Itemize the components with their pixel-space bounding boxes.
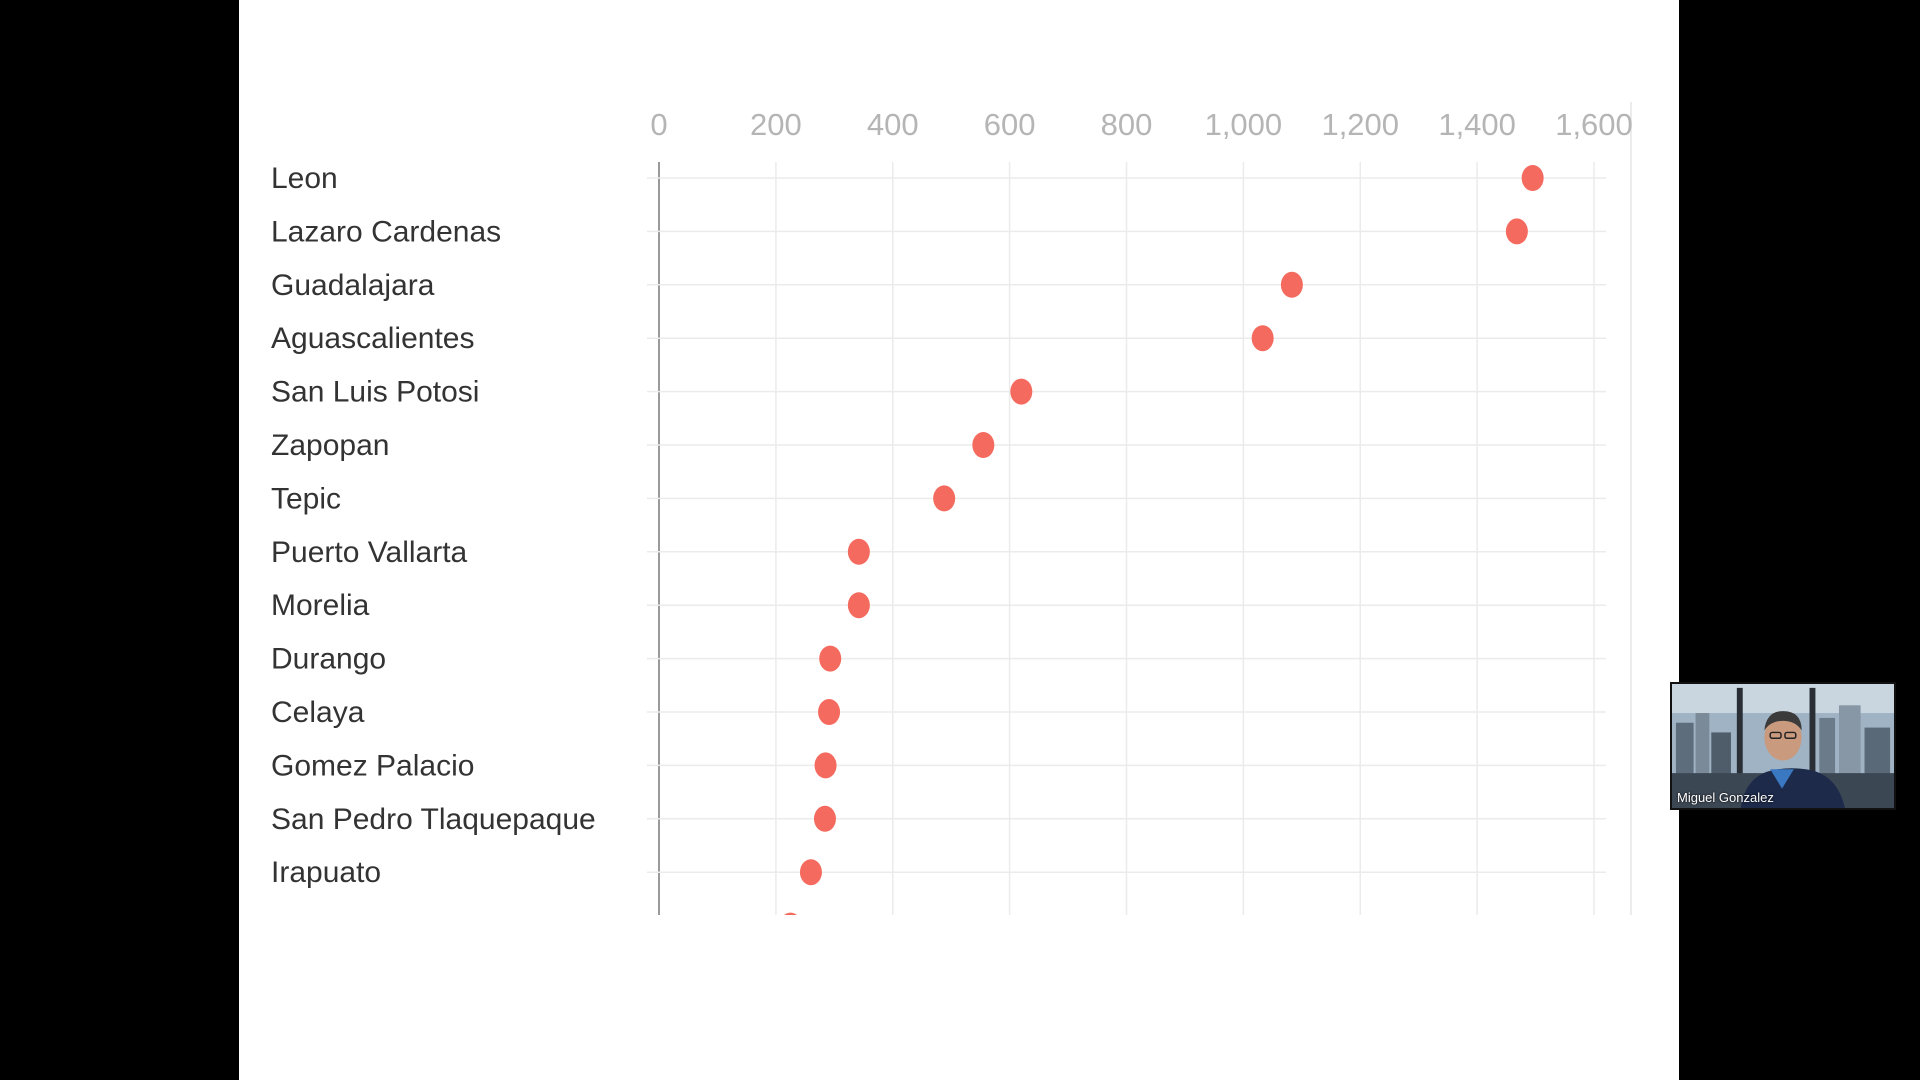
category-label: Morelia [271, 589, 370, 622]
data-point [1280, 271, 1303, 298]
category-label: Zapopan [271, 429, 389, 462]
data-point [799, 859, 822, 886]
participant-video-tile[interactable]: Miguel Gonzalez [1670, 682, 1896, 810]
x-tick-label: 200 [750, 107, 802, 142]
data-point-partial [784, 912, 797, 915]
category-label: Lazaro Cardenas [271, 215, 501, 248]
category-label: San Luis Potosi [271, 376, 479, 409]
category-label: Tepic [271, 482, 341, 515]
data-point [813, 805, 836, 832]
data-point [933, 485, 956, 512]
category-label: Gomez Palacio [271, 749, 474, 782]
x-tick-label: 0 [650, 107, 667, 142]
data-point [1505, 218, 1528, 245]
x-tick-label: 800 [1101, 107, 1153, 142]
data-point [1010, 378, 1033, 405]
data-point [819, 645, 842, 672]
data-point [1521, 165, 1544, 191]
participant-video [1672, 684, 1894, 808]
category-label: Aguascalientes [271, 322, 474, 355]
data-point [818, 699, 841, 725]
shared-slide: 0 200 400 600 800 1,000 1,200 1,400 1,600 Leon La… [239, 0, 1679, 1080]
x-tick-label: 1,600 [1555, 107, 1633, 142]
x-tick-label: 1,000 [1205, 107, 1283, 142]
x-tick-label: 400 [867, 107, 919, 142]
data-point [847, 538, 870, 565]
data-point [814, 752, 837, 779]
data-point [1251, 325, 1274, 352]
category-label: Durango [271, 643, 386, 676]
data-point [972, 432, 995, 458]
data-point [847, 592, 870, 619]
dot-chart: 0 200 400 600 800 1,000 1,200 1,400 1,600 Leon La… [271, 102, 1633, 915]
x-tick-label: 600 [984, 107, 1036, 142]
category-label: Guadalajara [271, 269, 435, 302]
x-tick-label: 1,400 [1438, 107, 1516, 142]
x-tick-label: 1,200 [1321, 107, 1399, 142]
category-label: Puerto Vallarta [271, 536, 468, 569]
participant-name-label: Miguel Gonzalez [1677, 790, 1774, 805]
category-label: Celaya [271, 696, 365, 729]
category-label: Irapuato [271, 856, 381, 889]
category-label: San Pedro Tlaquepaque [271, 803, 596, 836]
category-label: Leon [271, 162, 338, 195]
